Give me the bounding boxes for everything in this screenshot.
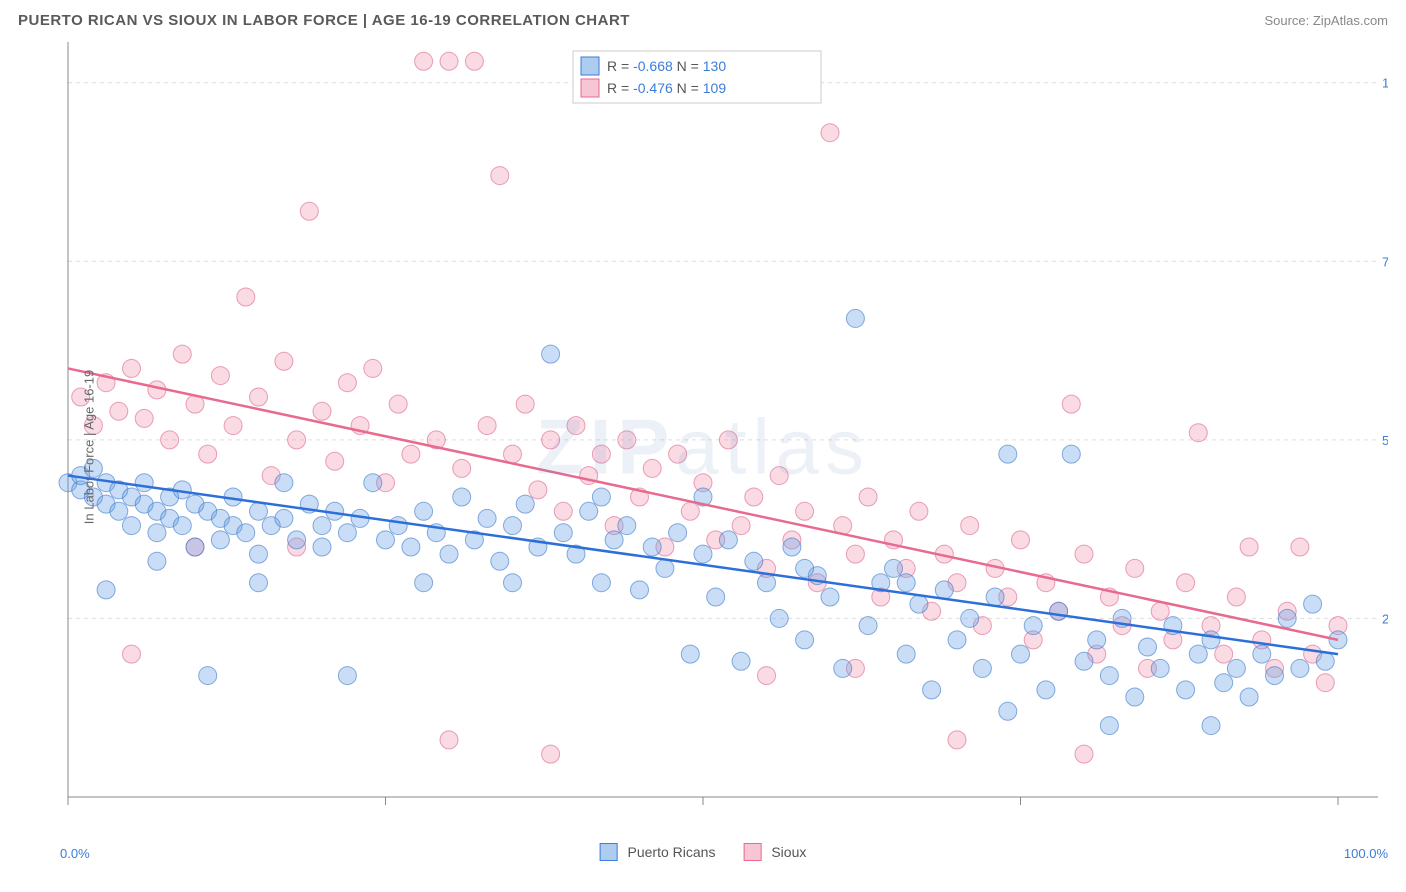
- x-tick-min: 0.0%: [60, 846, 90, 861]
- legend-item-sioux: Sioux: [743, 843, 806, 861]
- legend-label: Sioux: [771, 844, 806, 860]
- legend-label: Puerto Ricans: [628, 844, 716, 860]
- svg-text:R = -0.668 N = 130: R = -0.668 N = 130: [607, 58, 726, 74]
- source-label: Source: ZipAtlas.com: [1264, 13, 1388, 28]
- svg-text:25.0%: 25.0%: [1382, 611, 1388, 626]
- legend-item-puerto-ricans: Puerto Ricans: [600, 843, 716, 861]
- scatter-chart: 25.0% 50.0% 75.0% 100.0% R = -0.668 N = 130 R…: [18, 37, 1388, 857]
- svg-text:100.0%: 100.0%: [1382, 76, 1388, 91]
- x-tick-max: 100.0%: [1344, 846, 1388, 861]
- chart-container: In Labor Force | Age 16-19 ZIPatlas 25.0…: [18, 37, 1388, 857]
- svg-text:50.0%: 50.0%: [1382, 433, 1388, 448]
- square-icon: [600, 843, 618, 861]
- svg-text:R = -0.476 N = 109: R = -0.476 N = 109: [607, 80, 726, 96]
- bottom-legend: Puerto Ricans Sioux: [600, 843, 807, 861]
- chart-title: PUERTO RICAN VS SIOUX IN LABOR FORCE | A…: [18, 12, 630, 29]
- square-icon: [743, 843, 761, 861]
- y-axis-label: In Labor Force | Age 16-19: [82, 370, 97, 524]
- svg-text:75.0%: 75.0%: [1382, 254, 1388, 269]
